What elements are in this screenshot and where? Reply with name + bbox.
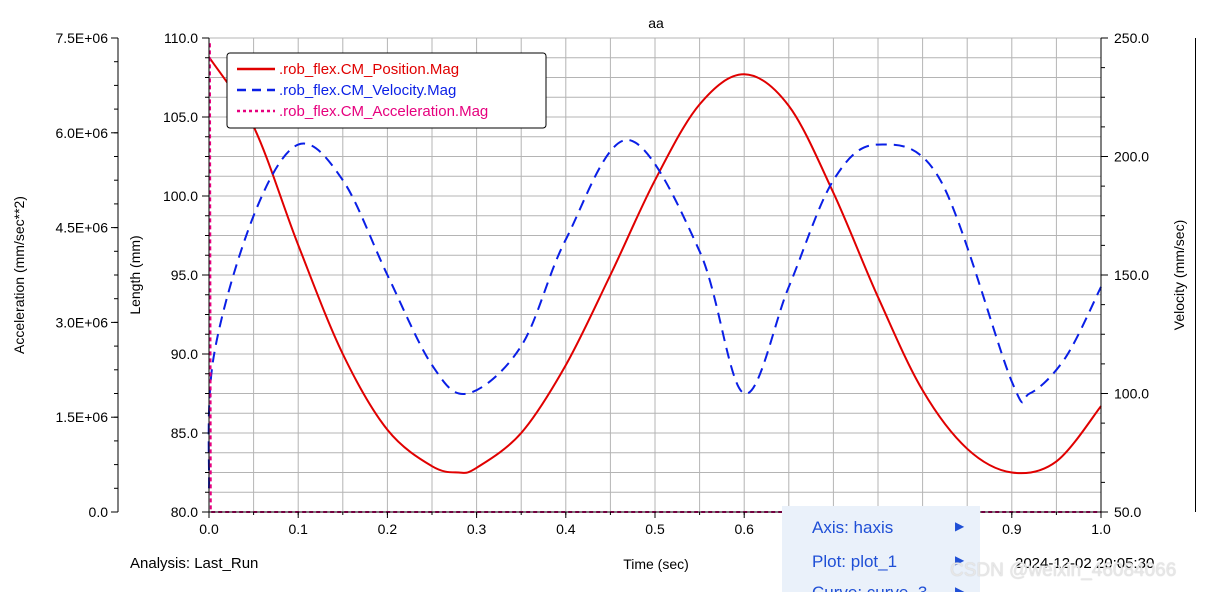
- submenu-arrow-icon: ▶: [955, 553, 965, 567]
- x-tick-label: 0.9: [1002, 521, 1022, 537]
- series-line-length: [208, 56, 1102, 475]
- length-tick-label: 85.0: [171, 425, 198, 441]
- x-axis-label: Time (sec): [623, 556, 689, 572]
- velocity-tick-label: 250.0: [1114, 30, 1149, 46]
- menu-item-axis-label: Axis: haxis: [812, 518, 894, 537]
- x-tick-label: 0.6: [734, 521, 754, 537]
- x-tick-label: 0.0: [199, 521, 219, 537]
- x-tick-label: 1.0: [1091, 521, 1111, 537]
- menu-item-plot-label: Plot: plot_1: [812, 552, 898, 571]
- length-axis-label: Length (mm): [127, 235, 143, 314]
- acceleration-tick-label: 1.5E+06: [55, 409, 108, 425]
- acceleration-tick-label: 7.5E+06: [55, 30, 108, 46]
- legend-box: [226, 52, 547, 129]
- length-tick-label: 90.0: [171, 346, 198, 362]
- menu-item-curve-label: Curve: curve_3: [812, 583, 927, 592]
- ticks-layer: 0.00.10.20.30.40.50.60.70.80.91.080.085.…: [55, 30, 1149, 537]
- velocity-tick-label: 150.0: [1114, 267, 1149, 283]
- velocity-axis-label: Velocity (mm/sec): [1171, 220, 1187, 330]
- watermark: CSDN @weixin_46084066: [950, 560, 1177, 581]
- submenu-arrow-icon: ▶: [955, 584, 965, 592]
- chart-title: aa: [648, 15, 664, 31]
- length-tick-label: 80.0: [171, 504, 198, 520]
- acceleration-tick-label: 4.5E+06: [55, 220, 108, 236]
- x-tick-label: 0.5: [645, 521, 665, 537]
- context-menu: Axis: haxis ▶ Plot: plot_1 ▶ Curve: curv…: [782, 506, 980, 592]
- analysis-label: Analysis: Last_Run: [130, 555, 259, 572]
- menu-item-axis[interactable]: Axis: haxis ▶: [812, 518, 972, 542]
- legend-label-position: .rob_flex.CM_Position.Mag: [279, 61, 459, 78]
- menu-item-curve[interactable]: Curve: curve_3 ▶: [812, 583, 972, 592]
- series-line-velocity: [207, 138, 1102, 489]
- x-tick-label: 0.3: [467, 521, 487, 537]
- menu-item-plot[interactable]: Plot: plot_1 ▶: [812, 552, 972, 576]
- x-tick-label: 0.4: [556, 521, 576, 537]
- legend-label-acceleration: .rob_flex.CM_Acceleration.Mag: [279, 103, 488, 120]
- length-tick-label: 100.0: [163, 188, 198, 204]
- velocity-tick-label: 100.0: [1114, 386, 1149, 402]
- submenu-arrow-icon: ▶: [955, 519, 965, 533]
- timestamp-label: 2024-12-02 20:05:30: [1015, 555, 1155, 572]
- length-tick-label: 95.0: [171, 267, 198, 283]
- acceleration-tick-label: 6.0E+06: [55, 125, 108, 141]
- acceleration-tick-label: 3.0E+06: [55, 314, 108, 330]
- x-tick-label: 0.2: [378, 521, 398, 537]
- acceleration-axis-label: Acceleration (mm/sec**2): [11, 196, 27, 354]
- velocity-tick-label: 50.0: [1114, 504, 1141, 520]
- legend-label-velocity: .rob_flex.CM_Velocity.Mag: [279, 82, 456, 99]
- right-border-line: [1195, 38, 1196, 512]
- length-tick-label: 105.0: [163, 109, 198, 125]
- acceleration-tick-label: 0.0: [89, 504, 109, 520]
- legend: .rob_flex.CM_Position.Mag .rob_flex.CM_V…: [226, 52, 547, 129]
- x-tick-label: 0.1: [288, 521, 308, 537]
- velocity-tick-label: 200.0: [1114, 149, 1149, 165]
- length-tick-label: 110.0: [164, 30, 198, 46]
